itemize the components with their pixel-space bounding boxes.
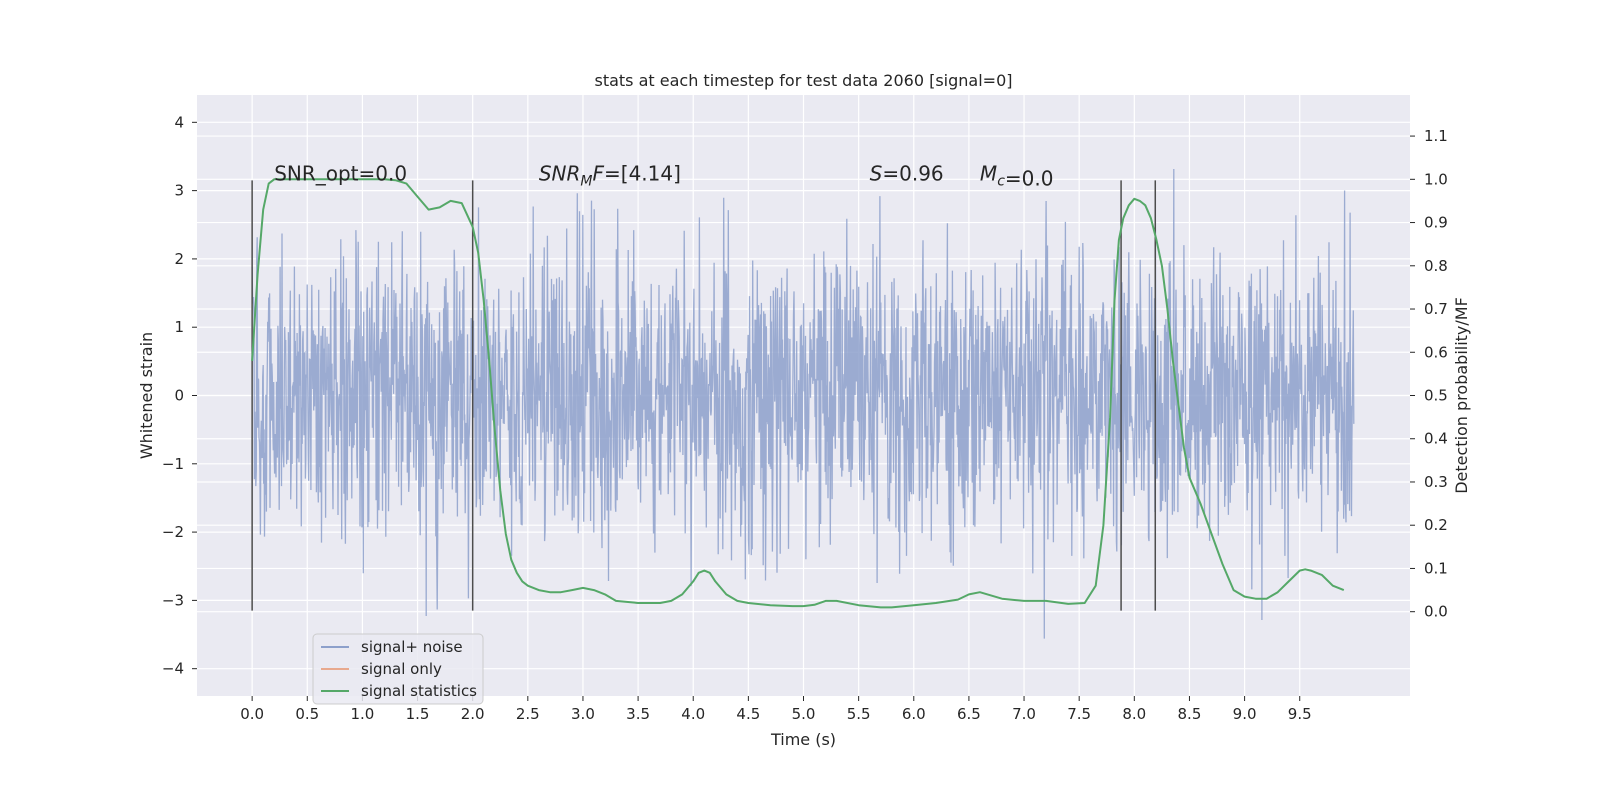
chart-title: stats at each timestep for test data 206… <box>594 71 1012 90</box>
legend-label: signal only <box>361 660 442 678</box>
axis-layer: 0.0 0.5 1.0 1.5 2.0 2.5 3.0 3.5 4.0 4.5 5.0 5.5 6.0 6… <box>162 113 1448 723</box>
x-tick-label: 5.0 <box>792 705 816 723</box>
y-tick-label: 0 <box>174 387 184 405</box>
x-tick-label: 3.0 <box>571 705 595 723</box>
y2-tick-label: 1.1 <box>1424 127 1448 145</box>
x-tick-label: 8.0 <box>1122 705 1146 723</box>
x-tick-label: 8.5 <box>1178 705 1202 723</box>
x-tick-label: 1.0 <box>350 705 374 723</box>
legend: signal+ noise signal only signal statistic… <box>312 633 484 705</box>
x-tick-label: 5.5 <box>847 705 871 723</box>
x-tick-label: 0.5 <box>295 705 319 723</box>
annotation-text: Mc=0.0 <box>980 161 1054 190</box>
y2-tick-label: 0.1 <box>1424 559 1448 577</box>
y2-axis-title: Detection probability/MF <box>1452 297 1471 494</box>
y2-tick-label: 0.3 <box>1424 473 1448 491</box>
y2-tick-label: 0.9 <box>1424 214 1448 232</box>
vertical-marker-layer <box>251 180 1157 611</box>
series-signal-noise-line <box>251 168 1355 639</box>
y-tick-label: −4 <box>162 660 184 678</box>
y2-tick-label: 0.0 <box>1424 603 1448 621</box>
legend-label: signal statistics <box>361 682 477 700</box>
statistics-line-layer <box>251 178 1345 609</box>
y-tick-label: 2 <box>174 250 184 268</box>
y2-tick-label: 0.2 <box>1424 516 1448 534</box>
y2-tick-label: 0.8 <box>1424 257 1448 275</box>
legend-box <box>312 633 484 705</box>
annotation-text: SNRMF=[4.14] <box>539 161 681 189</box>
y-tick-label: −2 <box>162 523 184 541</box>
y-tick-label: 4 <box>174 113 184 131</box>
y2-tick-label: 0.5 <box>1424 387 1448 405</box>
x-tick-label: 9.0 <box>1233 705 1257 723</box>
series-signal-statistics-line <box>251 178 1345 609</box>
x-tick-label: 1.5 <box>406 705 430 723</box>
y-tick-label: 3 <box>174 182 184 200</box>
y-tick-label: −3 <box>162 591 184 609</box>
x-tick-label: 7.0 <box>1012 705 1036 723</box>
x-tick-label: 2.5 <box>516 705 540 723</box>
annotation-text: SNR_opt=0.0 <box>274 161 407 185</box>
x-tick-label: 4.5 <box>736 705 760 723</box>
legend-label: signal+ noise <box>361 638 463 656</box>
x-tick-label: 7.5 <box>1067 705 1091 723</box>
y-axis-title: Whitened strain <box>137 332 156 459</box>
y2-tick-label: 0.7 <box>1424 300 1448 318</box>
y2-tick-label: 1.0 <box>1424 170 1448 188</box>
x-tick-label: 2.0 <box>461 705 485 723</box>
noise-trace-layer <box>251 168 1355 639</box>
x-axis-title: Time (s) <box>770 730 836 749</box>
x-tick-label: 6.0 <box>902 705 926 723</box>
x-tick-label: 4.0 <box>681 705 705 723</box>
annotation-layer: SNR_opt=0.0 SNRMF=[4.14] S=0.96 Mc=0.0 <box>274 161 1053 190</box>
annotation-text: S=0.96 <box>870 161 944 185</box>
x-tick-label: 6.5 <box>957 705 981 723</box>
y-tick-label: −1 <box>162 455 184 473</box>
y2-tick-label: 0.6 <box>1424 343 1448 361</box>
x-tick-label: 9.5 <box>1288 705 1312 723</box>
x-tick-label: 0.0 <box>240 705 264 723</box>
y2-tick-label: 0.4 <box>1424 430 1448 448</box>
y-tick-label: 1 <box>174 318 184 336</box>
x-tick-label: 3.5 <box>626 705 650 723</box>
